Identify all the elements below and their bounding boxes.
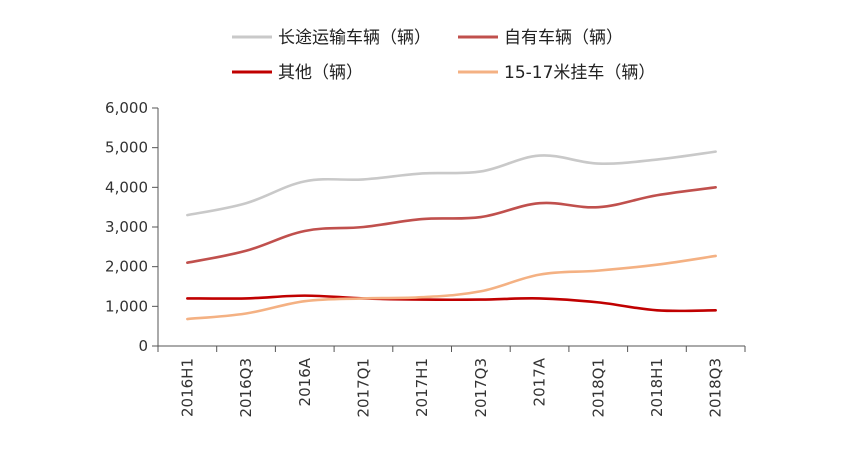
x-tick-label: 2016A bbox=[296, 357, 314, 406]
legend-item-3: 其他（辆） bbox=[232, 63, 363, 83]
legend-item-4: 15-17米挂车（辆） bbox=[458, 63, 655, 83]
legend-item-1: 长途运输车辆（辆） bbox=[232, 28, 431, 48]
legend: 长途运输车辆（辆） 自有车辆（辆） 其他（辆） 15-17米挂车（辆） bbox=[232, 28, 655, 83]
legend-label: 自有车辆（辆） bbox=[504, 28, 623, 48]
y-tick-label: 4,000 bbox=[105, 178, 148, 196]
series-line-2 bbox=[186, 186, 717, 264]
y-tick-label: 1,000 bbox=[105, 297, 148, 315]
y-tick-label: 3,000 bbox=[105, 218, 148, 236]
legend-label: 其他（辆） bbox=[278, 63, 363, 83]
y-tick-label: 6,000 bbox=[105, 99, 148, 117]
series-line-4 bbox=[186, 254, 717, 321]
x-tick-label: 2018Q1 bbox=[589, 358, 607, 418]
x-tick-label: 2018Q3 bbox=[707, 358, 725, 418]
y-tick-label: 0 bbox=[138, 337, 148, 355]
legend-label: 15-17米挂车（辆） bbox=[504, 63, 655, 83]
series-line-1 bbox=[186, 150, 717, 217]
series-group bbox=[186, 150, 717, 321]
axes: 0 1,000 2,000 3,000 4,000 5,000 6,000 2016H1 201… bbox=[105, 99, 746, 418]
x-tick-label: 2017H1 bbox=[413, 358, 431, 417]
y-tick-label: 5,000 bbox=[105, 139, 148, 157]
x-tick-label: 2016Q3 bbox=[237, 358, 255, 418]
y-tick-label: 2,000 bbox=[105, 258, 148, 276]
x-tick-label: 2017Q3 bbox=[472, 358, 490, 418]
legend-item-2: 自有车辆（辆） bbox=[458, 28, 623, 48]
x-tick-label: 2018H1 bbox=[648, 358, 666, 417]
legend-label: 长途运输车辆（辆） bbox=[278, 28, 431, 48]
series-line-3 bbox=[186, 294, 717, 313]
x-tick-label: 2017Q1 bbox=[354, 358, 372, 418]
x-tick-label: 2017A bbox=[531, 357, 549, 406]
x-tick-label: 2016H1 bbox=[178, 358, 196, 417]
